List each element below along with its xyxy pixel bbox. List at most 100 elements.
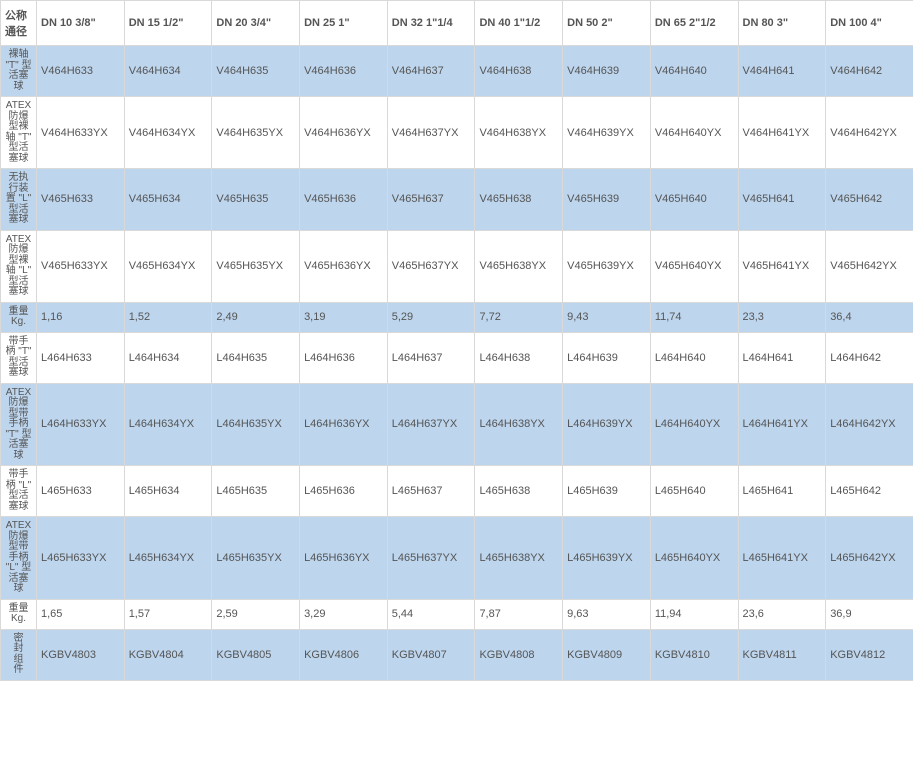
table-cell: V465H637: [387, 169, 475, 231]
table-cell: L465H638: [475, 466, 563, 517]
table-cell: L465H640: [650, 466, 738, 517]
table-cell: L464H638YX: [475, 383, 563, 466]
table-cell: V465H633: [37, 169, 125, 231]
table-cell: 23,3: [738, 302, 826, 332]
col-header: DN 80 3": [738, 1, 826, 46]
table-cell: V464H641YX: [738, 97, 826, 169]
table-cell: L464H638: [475, 332, 563, 383]
table-cell: L465H639YX: [563, 517, 651, 600]
table-cell: L464H635: [212, 332, 300, 383]
table-cell: L465H640YX: [650, 517, 738, 600]
table-cell: 11,74: [650, 302, 738, 332]
table-cell: 23,6: [738, 599, 826, 629]
table-cell: V464H635YX: [212, 97, 300, 169]
table-cell: V465H637YX: [387, 230, 475, 302]
table-cell: V464H633YX: [37, 97, 125, 169]
table-row: 带手柄 "L" 型活塞球L465H633L465H634L465H635L465…: [1, 466, 913, 517]
table-cell: V464H637YX: [387, 97, 475, 169]
table-cell: L465H641YX: [738, 517, 826, 600]
table-cell: L465H636: [300, 466, 388, 517]
table-cell: L464H640YX: [650, 383, 738, 466]
table-cell: L464H641: [738, 332, 826, 383]
table-cell: L464H639YX: [563, 383, 651, 466]
table-cell: L464H642YX: [826, 383, 913, 466]
table-cell: V465H638YX: [475, 230, 563, 302]
table-cell: V465H641YX: [738, 230, 826, 302]
table-cell: 2,49: [212, 302, 300, 332]
row-header-label: 带手柄 "T" 型活塞球: [6, 337, 32, 379]
table-row: 重量 Kg.1,161,522,493,195,297,729,4311,742…: [1, 302, 913, 332]
table-cell: V464H642: [826, 46, 913, 97]
table-cell: V464H639YX: [563, 97, 651, 169]
row-header-label: ATEX防爆型裸轴 "L" 型活塞球: [6, 235, 32, 298]
table-row: 裸轴 "T" 型活塞球V464H633V464H634V464H635V464H…: [1, 46, 913, 97]
table-cell: V465H636: [300, 169, 388, 231]
row-header-label: 无执行装置 "L" 型活塞球: [6, 173, 32, 226]
col-header: DN 50 2": [563, 1, 651, 46]
table-body: 裸轴 "T" 型活塞球V464H633V464H634V464H635V464H…: [1, 46, 913, 681]
table-cell: 9,63: [563, 599, 651, 629]
table-cell: 1,65: [37, 599, 125, 629]
col-header: DN 32 1"1/4: [387, 1, 475, 46]
row-header: ATEX防爆型裸轴 "L" 型活塞球: [1, 230, 37, 302]
col-header: DN 65 2"1/2: [650, 1, 738, 46]
table-row: 无执行装置 "L" 型活塞球V465H633V465H634V465H635V4…: [1, 169, 913, 231]
table-cell: 9,43: [563, 302, 651, 332]
table-cell: V465H635YX: [212, 230, 300, 302]
col-header: DN 10 3/8": [37, 1, 125, 46]
table-cell: KGBV4807: [387, 629, 475, 680]
table-cell: L465H636YX: [300, 517, 388, 600]
table-cell: 5,29: [387, 302, 475, 332]
col-header: DN 40 1"1/2: [475, 1, 563, 46]
table-cell: V464H636YX: [300, 97, 388, 169]
table-row: 密封组件KGBV4803KGBV4804KGBV4805KGBV4806KGBV…: [1, 629, 913, 680]
row-header-label: 重量 Kg.: [6, 604, 32, 625]
table-cell: L465H635: [212, 466, 300, 517]
table-cell: V464H642YX: [826, 97, 913, 169]
table-cell: KGBV4809: [563, 629, 651, 680]
table-cell: KGBV4811: [738, 629, 826, 680]
table-cell: V465H638: [475, 169, 563, 231]
table-cell: V465H642: [826, 169, 913, 231]
table-cell: V465H635: [212, 169, 300, 231]
table-cell: L464H642: [826, 332, 913, 383]
col-header: DN 100 4": [826, 1, 913, 46]
col-header: DN 15 1/2": [124, 1, 212, 46]
row-header: 密封组件: [1, 629, 37, 680]
table-cell: KGBV4803: [37, 629, 125, 680]
table-cell: V465H639YX: [563, 230, 651, 302]
table-cell: V465H642YX: [826, 230, 913, 302]
table-cell: V464H635: [212, 46, 300, 97]
table-cell: 5,44: [387, 599, 475, 629]
table-cell: V464H640YX: [650, 97, 738, 169]
table-head: 公称通径 DN 10 3/8" DN 15 1/2" DN 20 3/4" DN…: [1, 1, 913, 46]
table-cell: 36,4: [826, 302, 913, 332]
table-cell: KGBV4810: [650, 629, 738, 680]
table-cell: V464H636: [300, 46, 388, 97]
table-cell: 11,94: [650, 599, 738, 629]
row-header: ATEX防爆型带手柄 "T" 型活塞球: [1, 383, 37, 466]
table-cell: V465H634: [124, 169, 212, 231]
table-cell: V465H640: [650, 169, 738, 231]
table-cell: L464H636YX: [300, 383, 388, 466]
table-row: ATEX防爆型带手柄 "T" 型活塞球L464H633YXL464H634YXL…: [1, 383, 913, 466]
table-cell: KGBV4812: [826, 629, 913, 680]
table-cell: L465H637YX: [387, 517, 475, 600]
table-cell: V464H641: [738, 46, 826, 97]
table-cell: V464H638: [475, 46, 563, 97]
table-cell: KGBV4808: [475, 629, 563, 680]
table-cell: 1,57: [124, 599, 212, 629]
table-cell: L464H634YX: [124, 383, 212, 466]
table-cell: V465H634YX: [124, 230, 212, 302]
table-cell: L465H639: [563, 466, 651, 517]
table-cell: KGBV4806: [300, 629, 388, 680]
table-cell: L465H637: [387, 466, 475, 517]
table-cell: L464H641YX: [738, 383, 826, 466]
table-cell: 2,59: [212, 599, 300, 629]
table-cell: 7,72: [475, 302, 563, 332]
table-cell: L465H634YX: [124, 517, 212, 600]
table-cell: 3,29: [300, 599, 388, 629]
table-cell: V464H638YX: [475, 97, 563, 169]
table-row: 带手柄 "T" 型活塞球L464H633L464H634L464H635L464…: [1, 332, 913, 383]
row-header: 裸轴 "T" 型活塞球: [1, 46, 37, 97]
